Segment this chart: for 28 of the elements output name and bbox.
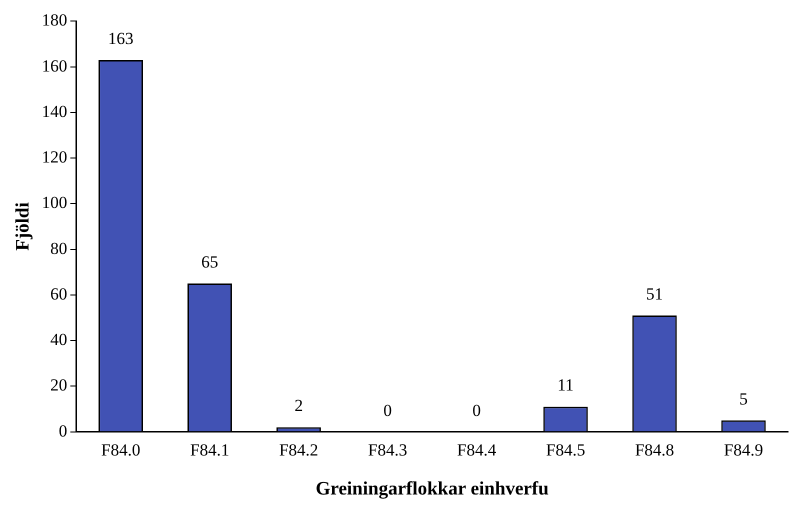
data-label: 11	[557, 376, 574, 395]
data-label: 2	[294, 396, 303, 416]
y-tick-label: 180	[42, 10, 68, 30]
y-tick-label: 120	[42, 148, 68, 167]
x-axis-title: Greiningarflokkar einhverfu	[316, 478, 550, 500]
data-label: 5	[739, 389, 748, 408]
data-label: 0	[383, 400, 392, 420]
y-tick-label: 80	[50, 238, 68, 258]
y-tick-label: 140	[42, 102, 68, 121]
data-label: 163	[108, 28, 134, 48]
x-tick-label: F84.8	[634, 440, 674, 460]
x-tick-label: F84.9	[724, 440, 764, 460]
data-label: 51	[646, 284, 664, 304]
y-tick-label: 20	[50, 376, 68, 395]
data-label: 0	[472, 400, 481, 420]
x-tick-label: F84.3	[368, 440, 408, 460]
x-tick-label: F84.5	[546, 440, 586, 460]
y-axis-title: Fjöldi	[12, 202, 34, 251]
y-tick-label: 60	[50, 284, 68, 304]
y-tick-label: 40	[50, 330, 68, 350]
y-tick-label: 160	[42, 56, 68, 76]
y-tick-label: 100	[42, 193, 68, 212]
x-tick-label: F84.1	[190, 440, 230, 460]
x-tick-label: F84.0	[101, 440, 140, 460]
x-tick-label: F84.4	[457, 440, 497, 460]
x-tick-label: F84.2	[279, 440, 318, 460]
y-tick-label: 0	[58, 421, 68, 440]
data-label: 65	[201, 252, 218, 272]
